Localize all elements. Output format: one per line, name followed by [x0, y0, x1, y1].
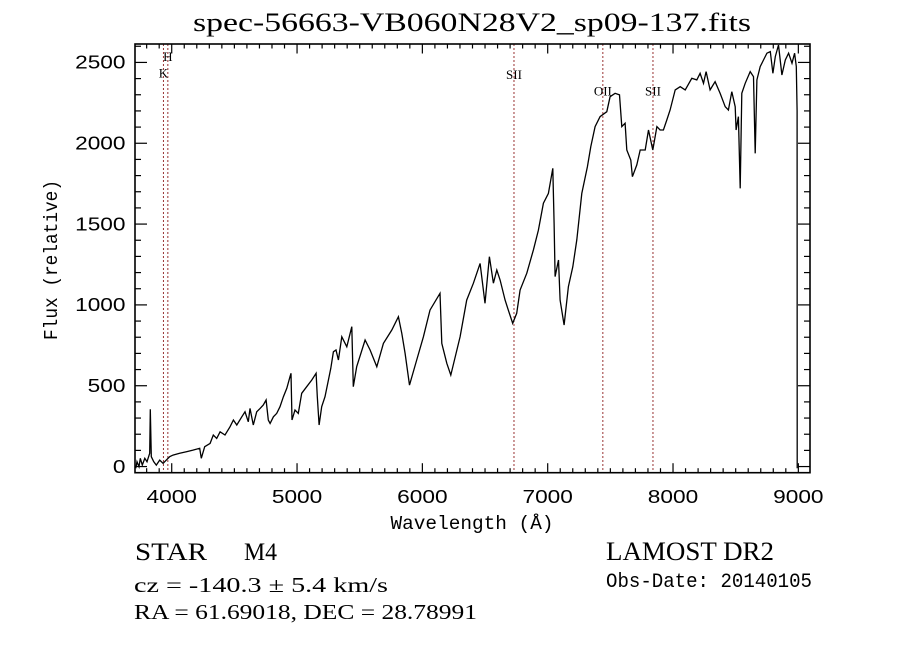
plot-frame: [134, 43, 811, 474]
spectral-line-label: K: [159, 66, 169, 81]
coordinates-text: RA = 61.69018, DEC = 28.78991: [134, 600, 477, 624]
observation-date: Obs-Date: 20140105: [606, 571, 812, 594]
y-tick-label: 1000: [75, 295, 125, 315]
spectral-line-label: OII: [594, 84, 612, 99]
spectral-line-label: SII: [506, 67, 522, 82]
y-tick-label: 2500: [75, 53, 125, 73]
y-tick-labels: 0 500 1000 1500 2000 2500: [75, 53, 125, 477]
x-tick-label: 4000: [147, 487, 197, 507]
y-tick-label: 0: [113, 457, 126, 477]
x-tick-label: 9000: [773, 487, 823, 507]
x-tick-label: 7000: [522, 487, 572, 507]
y-tick-label: 1500: [75, 214, 125, 234]
x-tick-label: 6000: [397, 487, 447, 507]
object-class: STAR: [135, 539, 207, 566]
redshift-text: cz = -140.3 ± 5.4 km/s: [134, 573, 388, 597]
spectral-line-label: SII: [645, 84, 661, 99]
spectral-line-markers: HK SII OII SII: [159, 44, 661, 473]
chart-title: spec-56663-VB060N28V2_sp09-137.fits: [193, 8, 751, 37]
spectrum-line: [135, 44, 798, 470]
y-axis-label: Flux (relative): [41, 180, 63, 340]
x-axis-label: Wavelength (Å): [391, 513, 554, 535]
axis-ticks: [135, 44, 810, 473]
object-subclass: M4: [244, 539, 277, 566]
y-tick-label: 2000: [75, 134, 125, 154]
y-tick-label: 500: [88, 376, 126, 396]
survey-name: LAMOST DR2: [606, 537, 774, 566]
spectral-line-label: H: [163, 49, 172, 64]
plot-area: [135, 44, 798, 470]
x-tick-labels: 4000 5000 6000 7000 8000 9000: [147, 487, 824, 507]
x-tick-label: 5000: [272, 487, 322, 507]
x-tick-label: 8000: [648, 487, 698, 507]
